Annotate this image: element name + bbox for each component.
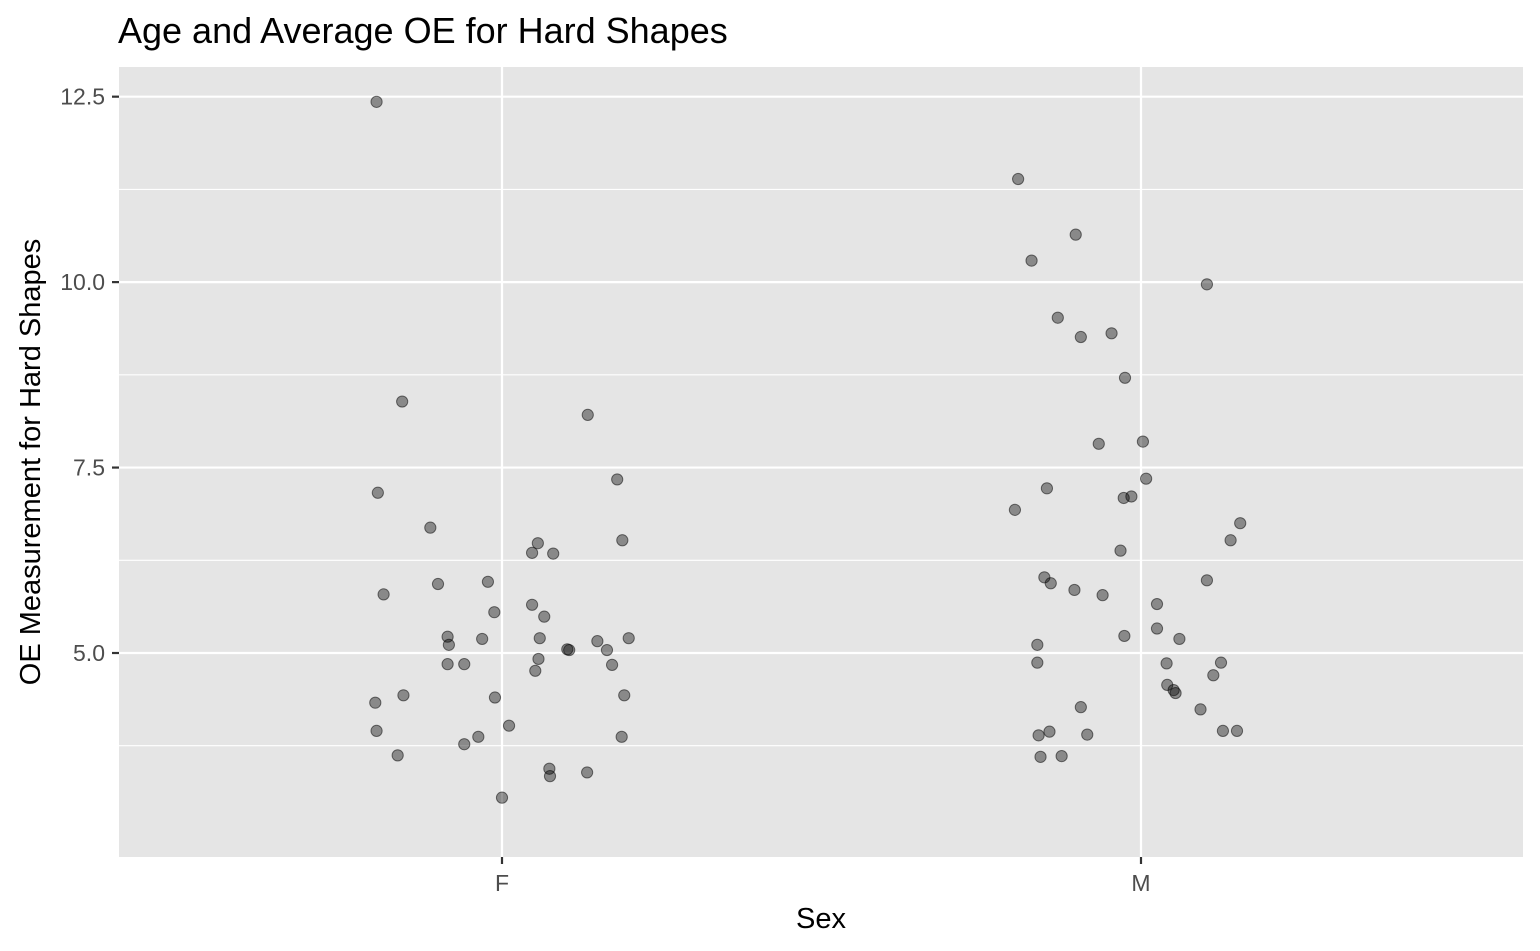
data-point-f bbox=[525, 598, 539, 611]
data-point-m bbox=[1169, 686, 1182, 700]
data-point-f bbox=[605, 658, 619, 671]
data-point-f bbox=[397, 689, 410, 702]
data-point-m bbox=[1114, 544, 1127, 557]
data-point-f bbox=[377, 588, 390, 601]
data-point-m bbox=[1140, 472, 1153, 485]
data-point-f bbox=[525, 546, 539, 559]
data-point-m bbox=[1194, 703, 1207, 716]
data-point-f bbox=[396, 395, 409, 408]
data-point-m bbox=[1224, 534, 1237, 547]
data-point-f bbox=[472, 730, 485, 743]
data-point-f bbox=[441, 658, 454, 671]
data-point-f bbox=[538, 610, 551, 623]
grid-minor bbox=[119, 188, 1523, 747]
data-point-f bbox=[369, 696, 382, 709]
data-point-m bbox=[1055, 750, 1068, 763]
data-point-m bbox=[1034, 750, 1047, 763]
data-point-m bbox=[1230, 724, 1244, 737]
data-point-m bbox=[1173, 632, 1186, 646]
data-point-m bbox=[1032, 729, 1045, 742]
data-point-f bbox=[458, 738, 471, 751]
data-point-m bbox=[1069, 228, 1082, 241]
data-point-m bbox=[1012, 172, 1025, 186]
plot-panel bbox=[119, 67, 1523, 857]
data-point-m bbox=[1074, 701, 1087, 714]
data-point-m bbox=[1043, 725, 1056, 738]
y-tick-label: 12.5 bbox=[60, 84, 105, 110]
data-point-f bbox=[391, 749, 404, 762]
data-point-m bbox=[1051, 311, 1064, 324]
data-point-m bbox=[1118, 629, 1131, 643]
data-point-f bbox=[488, 606, 501, 619]
x-axis-title: Sex bbox=[796, 903, 846, 935]
data-point-f bbox=[488, 691, 502, 704]
data-point-f bbox=[600, 643, 614, 657]
data-point-m bbox=[1025, 254, 1038, 267]
data-point-m bbox=[1207, 669, 1220, 682]
data-point-f bbox=[531, 537, 544, 550]
data-point-f bbox=[547, 547, 560, 560]
data-point-f bbox=[615, 730, 628, 743]
data-point-f bbox=[611, 473, 624, 486]
data-point-m bbox=[1040, 482, 1054, 495]
data-point-m bbox=[1200, 574, 1214, 587]
data-point-m bbox=[1125, 490, 1138, 503]
data-point-m bbox=[1008, 503, 1022, 516]
data-point-f bbox=[431, 577, 445, 591]
y-tick-label: 10.0 bbox=[60, 269, 105, 295]
data-point-f bbox=[370, 95, 383, 108]
data-point-m bbox=[1068, 583, 1081, 597]
data-point-m bbox=[1081, 728, 1094, 741]
data-point-f bbox=[481, 575, 495, 588]
data-point-f bbox=[563, 643, 576, 657]
data-point-f bbox=[502, 719, 516, 732]
data-point-f bbox=[618, 689, 631, 702]
data-point-m bbox=[1044, 577, 1057, 590]
data-point-f bbox=[424, 521, 437, 534]
data-point-f bbox=[616, 534, 629, 547]
data-point-f bbox=[529, 664, 542, 677]
data-point-f bbox=[532, 652, 545, 666]
data-point-f bbox=[370, 724, 383, 737]
y-tick-label: 5.0 bbox=[73, 640, 105, 666]
data-point-m bbox=[1096, 589, 1109, 602]
data-point-f bbox=[495, 791, 509, 804]
data-point-m bbox=[1117, 491, 1130, 505]
data-point-m bbox=[1214, 656, 1228, 669]
chart-title: Age and Average OE for Hard Shapes bbox=[118, 10, 728, 51]
data-point-m bbox=[1150, 597, 1164, 611]
data-point-f bbox=[543, 770, 557, 783]
data-point-m bbox=[1105, 327, 1118, 340]
data-point-f bbox=[371, 486, 384, 499]
data-point-m bbox=[1216, 724, 1230, 737]
data-point-f bbox=[458, 658, 471, 671]
x-tick-label: M bbox=[1131, 870, 1150, 896]
data-point-f bbox=[622, 632, 635, 645]
data-point-m bbox=[1074, 330, 1087, 344]
data-point-m bbox=[1118, 371, 1132, 384]
data-point-m bbox=[1234, 517, 1247, 530]
data-point-f bbox=[442, 638, 455, 651]
data-point-m bbox=[1031, 638, 1044, 651]
data-point-m bbox=[1092, 437, 1105, 450]
data-points bbox=[369, 95, 1247, 804]
data-point-f bbox=[591, 635, 604, 648]
data-point-f bbox=[476, 632, 489, 646]
data-point-f bbox=[581, 766, 594, 779]
data-point-m bbox=[1150, 622, 1164, 635]
grid-major bbox=[119, 67, 1523, 857]
y-axis: 5.0 7.5 10.0 12.5 bbox=[60, 84, 119, 666]
data-point-m bbox=[1031, 656, 1044, 669]
data-point-m bbox=[1200, 278, 1214, 291]
y-tick-label: 7.5 bbox=[73, 455, 105, 481]
data-point-m bbox=[1136, 435, 1150, 448]
data-point-f bbox=[581, 408, 594, 421]
data-point-f bbox=[533, 632, 546, 645]
data-point-m bbox=[1160, 657, 1173, 670]
x-tick-label: F bbox=[495, 870, 509, 896]
y-axis-title: OE Measurement for Hard Shapes bbox=[15, 239, 47, 685]
